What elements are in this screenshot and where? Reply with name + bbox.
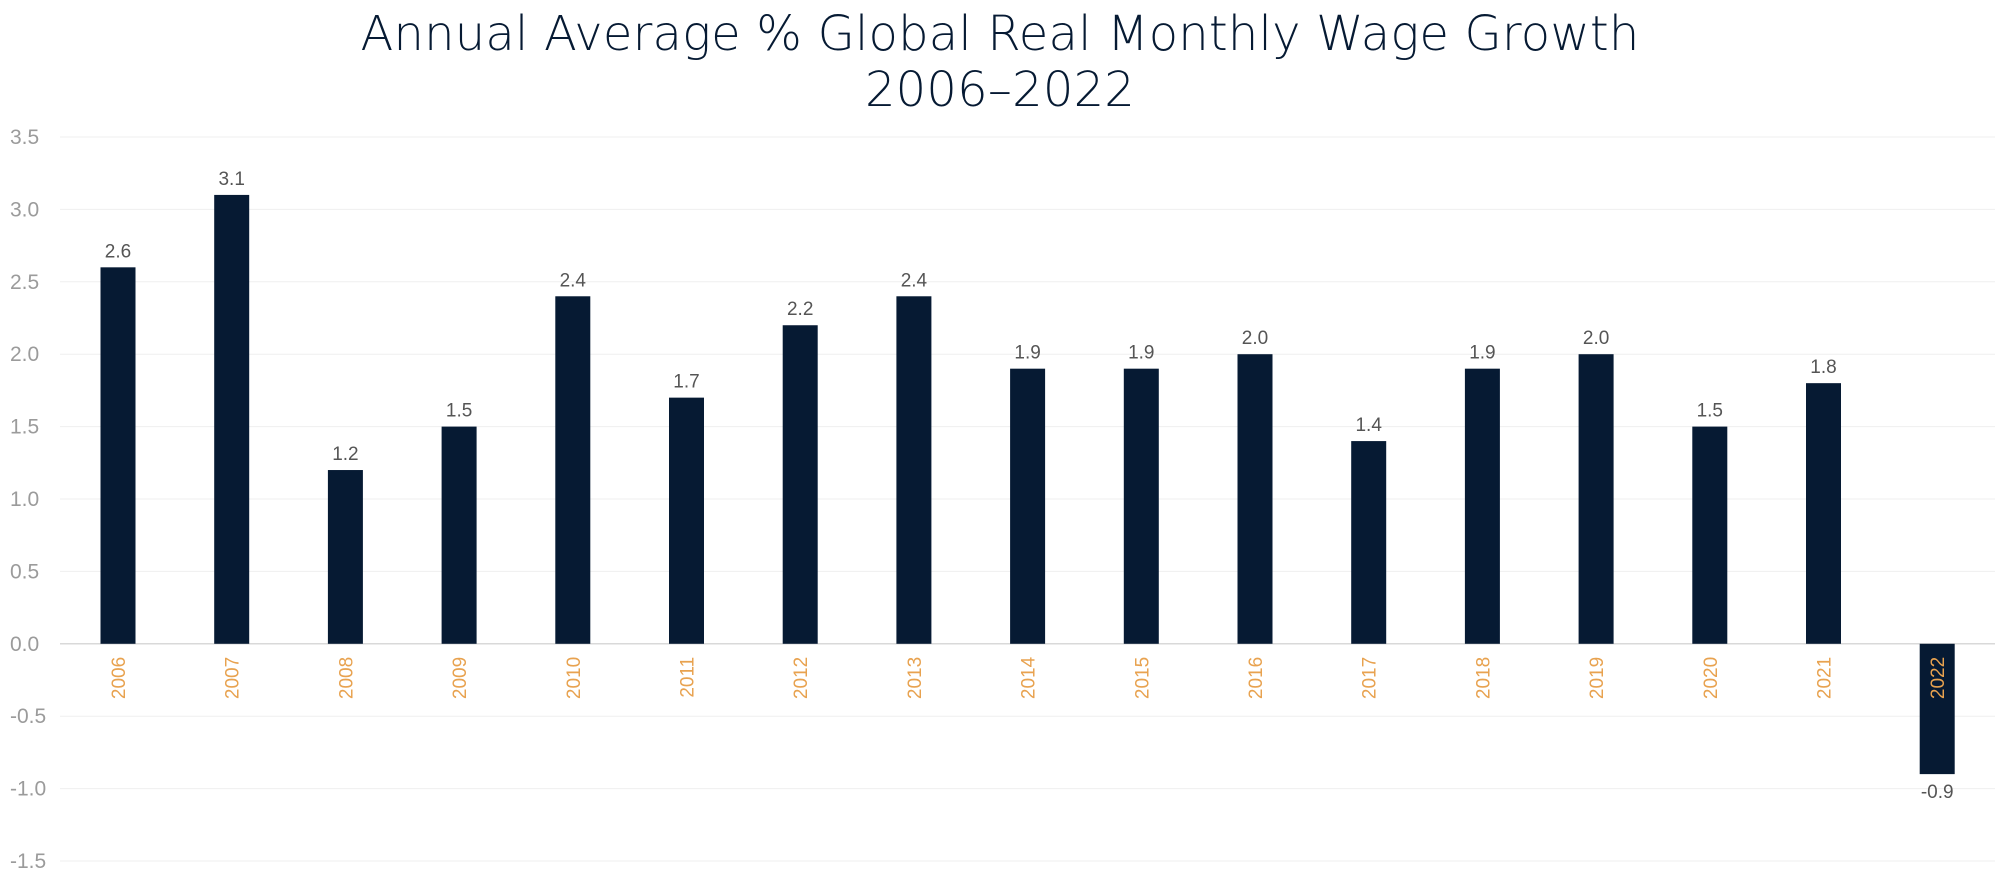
y-tick-label: 0.0 [10, 633, 39, 656]
data-label-2019: 2.0 [1583, 328, 1609, 349]
x-tick-label-2019: 2019 [1587, 657, 1608, 699]
x-tick-label-2009: 2009 [450, 657, 471, 699]
data-label-2010: 2.4 [560, 270, 587, 291]
y-tick-label: -0.5 [10, 705, 46, 728]
bar-2017 [1351, 441, 1387, 644]
data-label-2006: 2.6 [105, 241, 131, 262]
y-tick-label: 1.5 [10, 416, 39, 439]
x-tick-label-2018: 2018 [1473, 657, 1494, 699]
x-tick-label-2010: 2010 [564, 657, 585, 699]
data-label-2011: 1.7 [673, 372, 699, 393]
bar-2022 [1919, 643, 1955, 775]
y-tick-label: 2.5 [10, 271, 39, 294]
y-tick-label: 1.0 [10, 488, 39, 511]
x-axis: 2006 2007 2008 2009 2010 2011 2012 2013 2014 2015… [109, 656, 1949, 699]
y-tick-label: 3.5 [10, 126, 39, 149]
bar-2021 [1806, 383, 1841, 644]
data-label-2012: 2.2 [787, 299, 813, 320]
data-label-2022: -0.9 [1921, 782, 1954, 803]
x-tick-label-2021: 2021 [1815, 657, 1836, 699]
x-tick-label-2020: 2020 [1701, 657, 1722, 699]
y-tick-label: 2.0 [10, 343, 39, 366]
x-tick-label-2012: 2012 [791, 657, 812, 699]
bar-2011 [669, 397, 704, 644]
bar-2009 [441, 426, 477, 644]
bar-2015 [1123, 368, 1159, 644]
data-label-2017: 1.4 [1355, 415, 1382, 436]
y-tick-label: 0.5 [10, 560, 39, 583]
bar-2007 [214, 194, 250, 644]
y-tick-label: -1.0 [10, 778, 46, 801]
data-label-2021: 1.8 [1810, 357, 1836, 378]
bar-2019 [1578, 354, 1614, 644]
y-axis: 3.5 3.0 2.5 2.0 1.5 1.0 0.5 0.0 -0.5 -1.0 -1.5 [10, 126, 46, 873]
x-tick-label-2015: 2015 [1132, 657, 1153, 699]
bar-2012 [782, 325, 818, 644]
bar-2008 [327, 470, 363, 644]
bar-2010 [555, 296, 591, 644]
x-tick-label-2022: 2022 [1928, 657, 1949, 699]
y-tick-label: 3.0 [10, 198, 39, 221]
chart-title-main: Annual Average % Global Real Monthly Wag… [360, 6, 1640, 62]
x-tick-label-2013: 2013 [905, 657, 926, 699]
data-label-2008: 1.2 [332, 444, 358, 465]
data-label-2015: 1.9 [1128, 343, 1154, 364]
bar-2013 [896, 296, 932, 644]
data-label-2018: 1.9 [1469, 343, 1495, 364]
bar-2018 [1464, 368, 1500, 644]
data-label-2020: 1.5 [1697, 401, 1723, 422]
bar-2006 [100, 267, 136, 644]
bars [100, 194, 1955, 775]
data-label-2013: 2.4 [901, 270, 928, 291]
y-tick-label: -1.5 [10, 850, 46, 873]
bar-2016 [1237, 354, 1273, 644]
bar-2014 [1010, 368, 1046, 644]
x-tick-label-2007: 2007 [223, 657, 244, 699]
chart-subtitle: 2006–2022 [864, 62, 1136, 118]
x-tick-label-2016: 2016 [1246, 657, 1267, 699]
x-tick-label-2017: 2017 [1360, 657, 1381, 699]
x-tick-label-2011: 2011 [678, 657, 699, 698]
bar-2020 [1692, 426, 1728, 644]
data-label-2009: 1.5 [446, 401, 472, 422]
chart-title: Annual Average % Global Real Monthly Wag… [0, 6, 2000, 118]
data-label-2014: 1.9 [1014, 343, 1040, 364]
x-tick-label-2008: 2008 [336, 657, 357, 699]
data-labels: 2.6 3.1 1.2 1.5 2.4 1.7 2.2 2.4 1.9 1.9 2.0 1.4 1.9 2… [105, 169, 1954, 803]
data-label-2016: 2.0 [1242, 328, 1268, 349]
x-tick-label-2014: 2014 [1019, 656, 1040, 699]
x-tick-label-2006: 2006 [109, 657, 130, 699]
data-label-2007: 3.1 [218, 169, 244, 190]
